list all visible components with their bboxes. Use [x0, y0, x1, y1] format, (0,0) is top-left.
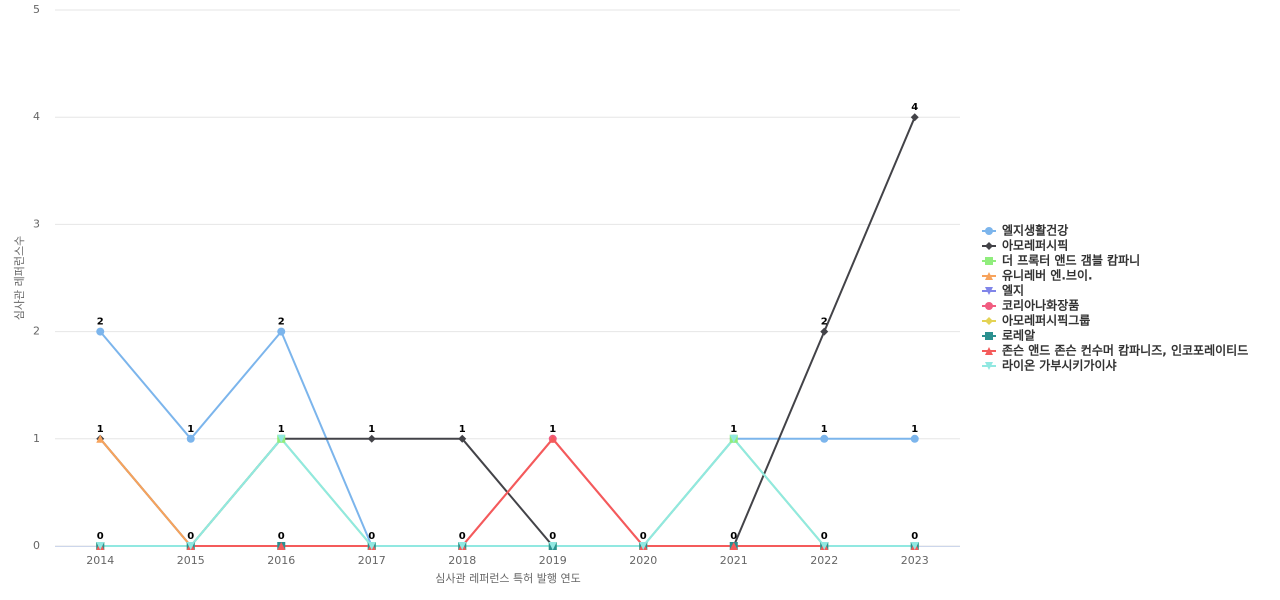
marker — [985, 287, 993, 295]
legend-label: 존슨 앤드 존슨 컨수머 캄파니즈, 인코포레이티드 — [1002, 343, 1248, 358]
marker — [729, 434, 738, 443]
legend-item[interactable]: 아모레퍼시픽 — [982, 238, 1068, 253]
data-label: 1 — [459, 424, 466, 435]
y-tick-label: 4 — [33, 110, 40, 123]
x-tick-label: 2016 — [267, 554, 295, 567]
legend-item[interactable]: 라이온 가부시키가이샤 — [982, 358, 1117, 373]
y-tick-label: 1 — [33, 432, 40, 445]
marker — [910, 542, 919, 550]
x-tick-label: 2023 — [901, 554, 929, 567]
x-tick-label: 2015 — [177, 554, 205, 567]
data-label: 0 — [821, 531, 828, 542]
legend-item[interactable]: 로레알 — [982, 328, 1035, 343]
marker — [96, 434, 105, 443]
data-label: 0 — [459, 531, 466, 542]
marker — [985, 317, 993, 325]
x-axis-title: 심사관 레퍼런스 특허 발행 연도 — [435, 572, 581, 585]
legend-label: 코리아나화장품 — [1002, 298, 1079, 313]
data-label: 1 — [278, 424, 285, 435]
data-label: 0 — [97, 531, 104, 542]
data-label: 2 — [821, 317, 828, 328]
marker — [277, 542, 286, 550]
x-tick-label: 2014 — [86, 554, 114, 567]
marker — [985, 347, 993, 355]
data-label: 4 — [911, 102, 918, 113]
series-line — [100, 437, 915, 547]
x-tick-label: 2022 — [810, 554, 838, 567]
marker — [96, 327, 105, 336]
data-label: 1 — [368, 424, 375, 435]
data-label: 0 — [187, 531, 194, 542]
marker — [458, 434, 467, 443]
data-label: 2 — [97, 317, 104, 328]
data-label: 1 — [187, 424, 194, 435]
marker — [548, 434, 557, 443]
legend-label: 라이온 가부시키가이샤 — [1002, 358, 1117, 373]
data-label: 0 — [368, 531, 375, 542]
legend-label: 유니레버 엔.브이. — [1002, 268, 1093, 283]
data-label: 1 — [730, 424, 737, 435]
marker — [277, 327, 286, 336]
marker — [985, 362, 993, 370]
series-line — [100, 437, 915, 547]
marker — [910, 113, 919, 122]
data-label: 1 — [549, 424, 556, 435]
legend-item[interactable]: 존슨 앤드 존슨 컨수머 캄파니즈, 인코포레이티드 — [982, 343, 1248, 358]
marker — [985, 242, 993, 250]
data-label: 1 — [821, 424, 828, 435]
marker — [186, 542, 195, 550]
marker — [985, 332, 993, 340]
y-tick-label: 2 — [33, 325, 40, 338]
legend-item[interactable]: 엘지 — [982, 283, 1024, 298]
legend-item[interactable]: 유니레버 엔.브이. — [982, 268, 1093, 283]
marker — [548, 542, 557, 550]
x-tick-label: 2018 — [448, 554, 476, 567]
marker — [985, 272, 993, 280]
marker — [186, 434, 195, 443]
y-tick-label: 5 — [33, 3, 40, 16]
marker — [985, 227, 993, 235]
data-label: 0 — [549, 531, 556, 542]
marker — [96, 542, 105, 550]
data-label: 2 — [278, 317, 285, 328]
marker — [820, 434, 829, 443]
x-tick-label: 2021 — [720, 554, 748, 567]
marker — [367, 434, 376, 443]
legend-label: 아모레퍼시픽그룹 — [1002, 313, 1090, 328]
marker — [367, 542, 376, 550]
legend-item[interactable]: 코리아나화장품 — [982, 298, 1079, 313]
legend-label: 더 프록터 앤드 갬블 캄파니 — [1002, 253, 1140, 268]
x-tick-label: 2020 — [629, 554, 657, 567]
y-tick-label: 3 — [33, 217, 40, 230]
legend-item[interactable]: 엘지생활건강 — [982, 223, 1068, 238]
legend-label: 로레알 — [1002, 328, 1035, 343]
marker — [910, 434, 919, 443]
marker — [985, 257, 993, 265]
marker — [985, 302, 993, 310]
data-label: 0 — [730, 531, 737, 542]
legend-item[interactable]: 더 프록터 앤드 갬블 캄파니 — [982, 253, 1140, 268]
legend-label: 엘지 — [1002, 283, 1024, 298]
marker — [820, 327, 829, 336]
data-label: 0 — [911, 531, 918, 542]
legend-label: 아모레퍼시픽 — [1002, 238, 1068, 253]
marker — [820, 542, 829, 550]
y-tick-label: 0 — [33, 539, 40, 552]
data-label: 0 — [640, 531, 647, 542]
y-axis-title: 심사관 레퍼런스수 — [13, 236, 26, 320]
x-tick-label: 2019 — [539, 554, 567, 567]
data-label: 1 — [911, 424, 918, 435]
marker — [729, 542, 738, 550]
marker — [639, 542, 648, 550]
data-label: 0 — [278, 531, 285, 542]
marker — [277, 434, 286, 443]
data-label: 1 — [97, 424, 104, 435]
legend-label: 엘지생활건강 — [1002, 223, 1068, 238]
marker — [458, 542, 467, 550]
legend-item[interactable]: 아모레퍼시픽그룹 — [982, 313, 1090, 328]
x-tick-label: 2017 — [358, 554, 386, 567]
